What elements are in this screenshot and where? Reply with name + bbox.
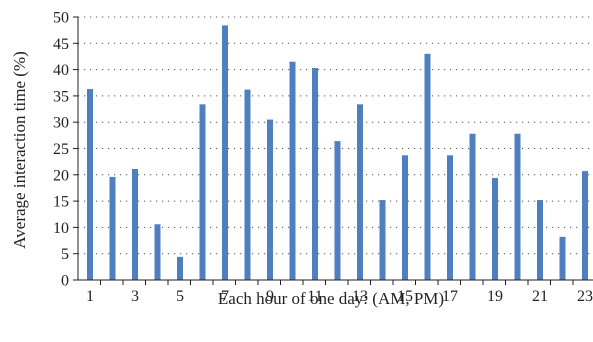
bar-hour-4 [154, 224, 161, 280]
x-tick-labels: 1 3 5 7 9 11 13 15 17 19 21 23 [86, 288, 593, 305]
x-tick-label: 21 [532, 288, 548, 305]
x-tick-label: 5 [176, 288, 184, 305]
bar-hour-13 [357, 104, 363, 280]
y-tick-label: 5 [61, 246, 69, 263]
y-tick-label: 50 [53, 10, 69, 27]
x-tick-label: 9 [266, 288, 274, 305]
x-tick-label: 13 [352, 288, 368, 305]
x-tick-label: 1 [86, 288, 94, 305]
bar-hour-23 [582, 171, 588, 280]
bar-hour-11 [312, 68, 318, 280]
bar-hour-14 [379, 200, 386, 280]
bar-hour-8 [244, 89, 251, 280]
y-tick-label: 10 [53, 220, 69, 237]
y-axis-label: Average interaction time (%) [10, 51, 29, 248]
x-tick-label: 11 [307, 288, 322, 305]
x-tick-label: 19 [487, 288, 503, 305]
y-tick-label: 40 [53, 62, 69, 79]
y-tick-label: 15 [53, 194, 69, 211]
y-tick-label: 0 [61, 273, 69, 290]
bar-hour-5 [177, 256, 183, 280]
bar-hour-12 [334, 141, 341, 280]
bar-hour-18 [469, 133, 476, 280]
bar-hour-2 [109, 176, 116, 280]
bar-hour-10 [289, 61, 296, 281]
bar-hour-22 [559, 236, 566, 280]
bar-hour-15 [402, 155, 408, 280]
y-tick-label: 25 [53, 141, 69, 158]
x-tick-label: 7 [221, 288, 229, 305]
y-tick-label: 35 [53, 88, 69, 105]
bar-hour-21 [537, 200, 543, 280]
y-tick-label: 45 [53, 36, 69, 53]
y-tick-label: 20 [53, 167, 69, 184]
bar-hour-6 [199, 104, 206, 280]
bar-hour-19 [492, 177, 498, 280]
x-tick-label: 3 [131, 288, 139, 305]
bar-hour-20 [514, 133, 521, 280]
x-tick-label: 23 [577, 288, 593, 305]
bar-hour-16 [424, 53, 431, 280]
x-tick-label: 17 [442, 288, 458, 305]
bar-hour-7 [222, 25, 228, 280]
y-tick-labels: 0 5 10 15 20 25 30 35 40 45 50 [53, 10, 69, 290]
axes [73, 16, 593, 285]
x-tick-label: 15 [397, 288, 413, 305]
bars [87, 25, 588, 281]
bar-hour-9 [267, 119, 273, 280]
bar-hour-17 [447, 155, 453, 280]
bar-hour-3 [132, 169, 138, 280]
bar-hour-1 [87, 89, 93, 280]
x-axis-label: Each hour of one day: (AM, PM) [218, 289, 444, 308]
y-tick-label: 30 [53, 115, 69, 132]
